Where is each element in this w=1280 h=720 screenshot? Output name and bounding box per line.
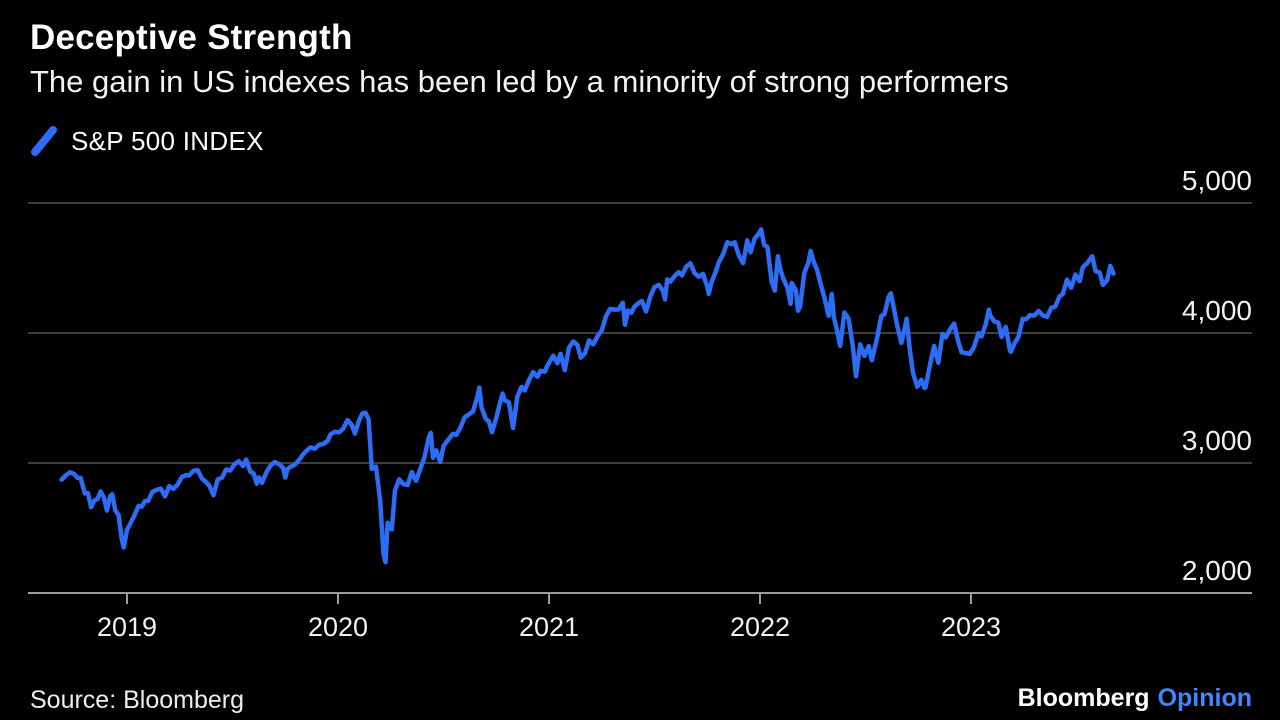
x-tick-label: 2019 [96,612,158,642]
line-series-slash-icon [31,126,57,156]
chart-title: Deceptive Strength [30,18,353,57]
legend-label: S&P 500 INDEX [71,125,264,156]
source-credit: Source: Bloomberg [30,686,245,714]
x-tick-label: 2020 [307,612,369,642]
y-tick-label: 4,000 [1181,295,1252,326]
chart-subtitle: The gain in US indexes has been led by a… [30,64,1009,99]
brand-logo: Bloomberg Opinion [1018,684,1252,713]
y-tick-label: 2,000 [1181,555,1252,586]
legend: S&P 500 INDEX [30,124,264,158]
x-tick-label: 2021 [518,612,580,642]
y-tick-label: 5,000 [1181,165,1252,196]
x-tick-label: 2023 [940,612,1002,642]
y-tick-label: 3,000 [1181,425,1252,456]
brand-bloomberg-text: Bloomberg [1017,684,1150,712]
x-tick-label: 2022 [729,612,791,642]
brand-opinion-text: Opinion [1157,684,1252,712]
